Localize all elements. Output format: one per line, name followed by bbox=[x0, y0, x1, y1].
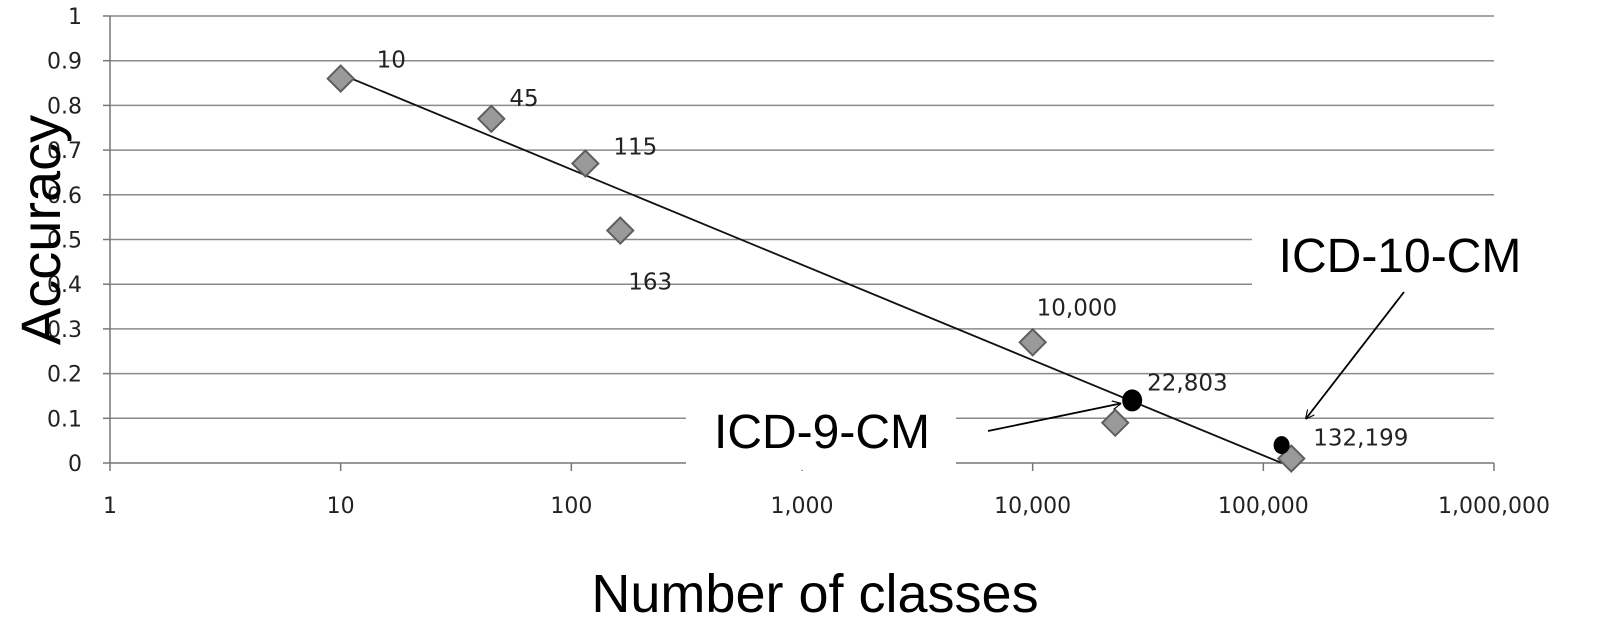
x-tick-label: 1 bbox=[103, 494, 117, 519]
x-tick-label: 100,000 bbox=[1218, 494, 1309, 519]
point-label: 10 bbox=[377, 48, 406, 74]
y-tick-label: 0 bbox=[68, 452, 82, 477]
circle-marker bbox=[1273, 436, 1290, 455]
x-tick-label: 100 bbox=[550, 494, 592, 519]
point-label: 132,199 bbox=[1313, 426, 1408, 452]
y-tick-label: 0.4 bbox=[47, 273, 82, 298]
data-points bbox=[326, 64, 1306, 473]
y-tick-label: 1 bbox=[68, 5, 82, 30]
gridlines bbox=[110, 15, 1494, 420]
x-tick-label: 10,000 bbox=[994, 494, 1071, 519]
x-tick-labels: 1 10 100 1,000 10,000 100,000 1,000,000 bbox=[103, 494, 1550, 519]
x-tick-label: 10 bbox=[327, 494, 355, 519]
point-label: 22,803 bbox=[1147, 370, 1227, 396]
y-tick-label: 0.5 bbox=[47, 229, 82, 254]
diamond-marker bbox=[326, 64, 356, 93]
diamond-marker bbox=[570, 149, 600, 178]
y-axis-title: Accuracy bbox=[9, 115, 72, 345]
annotations: ICD-9-CM ICD-10-CM bbox=[714, 230, 1521, 459]
diamond-marker bbox=[1018, 327, 1048, 357]
x-tick-label: 1,000,000 bbox=[1438, 494, 1550, 519]
diamond-marker bbox=[476, 104, 506, 134]
annotation-backgrounds bbox=[686, 222, 1542, 470]
point-labels: 10 45 115 163 10,000 22,803 132,199 bbox=[377, 48, 1409, 452]
y-tick-label: 0.1 bbox=[47, 407, 82, 432]
y-tick-label: 0.7 bbox=[47, 139, 82, 164]
point-label: 163 bbox=[628, 270, 672, 296]
icd10-arrow bbox=[1306, 291, 1405, 419]
y-tick-labels: 0 0.1 0.2 0.3 0.4 0.5 0.6 0.7 0.8 0.9 1 bbox=[47, 5, 82, 477]
diamond-marker bbox=[1100, 408, 1130, 438]
y-tick-label: 0.9 bbox=[47, 50, 82, 75]
point-label: 45 bbox=[509, 86, 538, 112]
icd9-annotation: ICD-9-CM bbox=[714, 406, 930, 459]
x-axis-title: Number of classes bbox=[591, 564, 1038, 624]
y-tick-label: 0.2 bbox=[47, 363, 82, 388]
x-tick-label: 1,000 bbox=[771, 494, 834, 519]
y-tick-label: 0.8 bbox=[47, 94, 82, 119]
point-label: 10,000 bbox=[1037, 295, 1117, 321]
y-tick-label: 0.3 bbox=[47, 318, 82, 343]
icd10-annotation: ICD-10-CM bbox=[1279, 230, 1522, 283]
icd9-arrow bbox=[987, 403, 1121, 432]
y-tick-label: 0.6 bbox=[47, 184, 82, 209]
diamond-marker bbox=[605, 216, 635, 245]
circle-marker bbox=[1122, 389, 1143, 412]
point-label: 115 bbox=[613, 135, 657, 161]
icd10-label-background bbox=[1252, 222, 1542, 288]
icd9-label-background bbox=[686, 398, 956, 470]
